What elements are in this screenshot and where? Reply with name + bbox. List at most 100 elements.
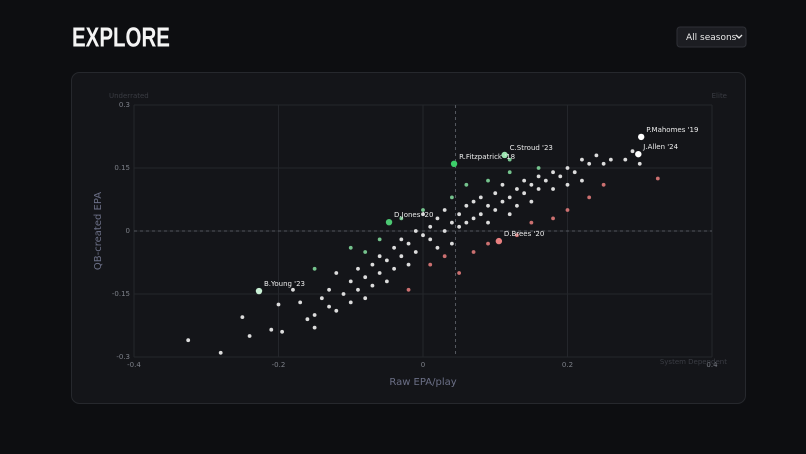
x-tick-label: -0.2 — [272, 361, 286, 369]
point — [363, 296, 368, 301]
point — [399, 254, 404, 259]
point — [572, 170, 577, 175]
point — [551, 187, 555, 191]
point — [464, 203, 469, 208]
point — [240, 315, 245, 319]
point — [486, 178, 490, 183]
point — [377, 271, 382, 275]
point — [247, 334, 252, 338]
point — [486, 220, 490, 225]
point — [536, 174, 541, 179]
point — [529, 182, 534, 187]
point — [565, 208, 570, 212]
point — [356, 266, 360, 271]
y-tick-label: 0.15 — [114, 164, 130, 172]
point — [348, 245, 353, 250]
point — [565, 182, 570, 187]
point — [486, 241, 490, 246]
point — [384, 279, 389, 284]
point — [637, 161, 642, 166]
point — [312, 313, 317, 317]
point — [522, 191, 527, 196]
point — [413, 250, 418, 254]
quadrant-label: Elite — [712, 92, 727, 100]
point — [471, 216, 476, 221]
point — [471, 250, 476, 254]
point — [522, 178, 527, 183]
dropdown-label[interactable]: All seasons — [686, 33, 737, 43]
point — [450, 195, 454, 200]
point — [587, 195, 592, 200]
point — [515, 233, 519, 238]
point — [334, 308, 339, 313]
quadrant-label: System Dependent — [660, 358, 727, 366]
point — [428, 262, 433, 267]
point-label: J.Allen '24 — [642, 143, 678, 151]
point — [493, 208, 498, 212]
point — [601, 182, 606, 187]
point — [551, 170, 555, 175]
point — [428, 237, 433, 242]
point — [399, 216, 404, 221]
season-dropdown[interactable]: All seasons — [676, 26, 747, 48]
point — [565, 166, 570, 170]
quadrant-label: Underrated — [109, 92, 149, 100]
point — [291, 287, 295, 292]
point — [406, 287, 411, 292]
point — [327, 287, 331, 292]
point — [406, 241, 411, 246]
point — [377, 237, 382, 242]
y-tick-label: -0.3 — [116, 353, 130, 361]
chart-panel — [71, 72, 746, 404]
point — [630, 149, 635, 154]
highlight-point — [635, 150, 642, 158]
point-label: C.Stroud '23 — [510, 144, 553, 152]
point — [421, 233, 425, 238]
point — [529, 220, 534, 225]
point — [493, 191, 498, 196]
x-tick-label: 0 — [421, 361, 425, 369]
point — [478, 212, 483, 217]
point — [392, 266, 396, 271]
point — [186, 338, 191, 343]
point-label: P.Mahomes '19 — [646, 126, 698, 134]
y-tick-label: 0.3 — [119, 101, 130, 109]
point — [507, 195, 512, 200]
point — [536, 166, 541, 170]
point — [543, 178, 548, 183]
point — [500, 199, 505, 204]
point — [442, 254, 447, 259]
point — [399, 237, 404, 242]
point — [580, 178, 584, 183]
point — [348, 279, 353, 284]
point — [276, 302, 281, 307]
highlight-point — [255, 287, 263, 295]
point — [464, 182, 469, 187]
point-label: D.Jones '20 — [394, 211, 433, 219]
point — [442, 208, 447, 212]
point — [486, 203, 490, 208]
point — [413, 229, 418, 233]
point — [435, 245, 440, 250]
point — [363, 275, 368, 280]
point — [363, 250, 368, 254]
highlight-point — [637, 133, 645, 141]
page-title: EXPLORE — [72, 22, 170, 53]
point — [601, 161, 606, 166]
point-label: D.Brees '20 — [504, 230, 544, 238]
dropdown-box[interactable] — [676, 26, 747, 48]
point — [515, 187, 519, 191]
point — [392, 245, 396, 250]
y-axis-label: QB-created EPA — [93, 192, 104, 270]
highlight-point — [501, 151, 508, 159]
point — [536, 187, 541, 191]
point — [406, 262, 411, 267]
x-tick-label: 0.2 — [562, 361, 573, 369]
point — [428, 224, 433, 229]
point — [507, 212, 512, 217]
point — [623, 157, 628, 162]
dropdown-caret — [735, 34, 743, 39]
x-tick-label: 0.4 — [706, 361, 718, 369]
highlight-point — [385, 218, 393, 226]
